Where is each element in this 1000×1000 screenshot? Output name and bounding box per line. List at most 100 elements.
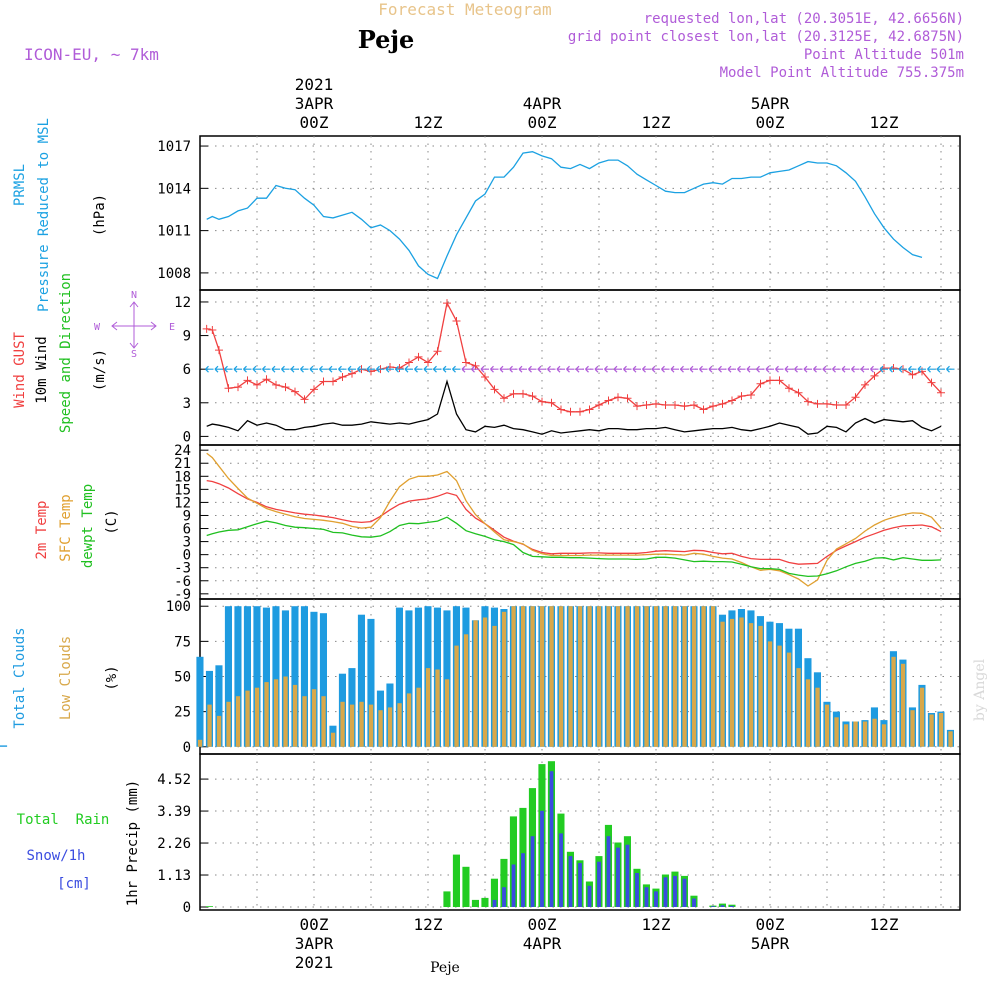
wind-direction-arrow-icon [328, 365, 337, 373]
clouds-bar-low_clouds [435, 669, 440, 747]
clouds-bar-total_clouds [357, 614, 365, 747]
clouds-panel: 0 25 50 75 100 [0, 598, 961, 756]
gust-point [623, 394, 632, 403]
temperature-ytick-label: 15 [174, 482, 191, 498]
gust-point [319, 377, 328, 386]
precipitation-frame [199, 753, 961, 911]
wind-direction-arrow-icon [756, 365, 765, 373]
gust-point [433, 347, 442, 356]
gust-point [310, 385, 318, 394]
gust-point [300, 395, 309, 404]
clouds-bar-low_clouds [596, 606, 602, 747]
gust-label: Wind GUST [12, 332, 28, 408]
clouds-bar-total_clouds [319, 613, 327, 747]
clouds-bar-low_clouds [340, 701, 345, 747]
wind-direction-arrow-icon [784, 365, 793, 373]
precipitation-bar-rain [728, 904, 736, 907]
wind-direction-arrow-icon [385, 365, 394, 373]
time-label-top: 12Z [870, 113, 899, 132]
wind-direction-arrow-icon [708, 365, 717, 373]
gust-point [785, 384, 793, 393]
t2m-label: 2m Temp [34, 500, 50, 559]
clouds-bar-low_clouds [843, 724, 849, 747]
precipitation-bar-rain [462, 866, 470, 907]
wind-direction-arrow-icon [262, 365, 271, 373]
clouds-bar-low_clouds [872, 718, 877, 747]
wind-direction-arrow-icon [889, 365, 898, 373]
wind-direction-arrow-icon [851, 365, 860, 373]
gust-point [519, 389, 527, 398]
gust-point [243, 376, 252, 385]
gust-point [908, 370, 917, 379]
clouds-bar-low_clouds [226, 701, 231, 747]
wind-direction-arrow-icon [566, 365, 575, 373]
clouds-bar-low_clouds [710, 606, 716, 747]
clouds-bar-low_clouds [368, 704, 374, 747]
wind-direction-arrow-icon [737, 365, 746, 373]
precipitation-bar-rain [205, 906, 213, 907]
temperature-series-sfc [206, 452, 942, 587]
precipitation-bar-snow [540, 810, 544, 907]
time-label-top: 12Z [642, 113, 671, 132]
clouds-bar-low_clouds [482, 617, 488, 747]
clouds-bar-total_clouds [253, 606, 261, 747]
precipitation-bar-rain [443, 891, 451, 907]
wind-direction-arrow-icon [271, 365, 280, 373]
clouds-bar-low_clouds [786, 652, 792, 747]
clouds-bar-low_clouds [634, 606, 640, 747]
wind-direction-arrow-icon [366, 365, 375, 373]
precipitation-bar-rain [490, 878, 498, 907]
wind-direction-arrow-icon [357, 365, 366, 373]
closest-coords: grid point closest lon,lat (20.3125E, 42… [568, 29, 964, 45]
pressure-unit: (hPa) [92, 194, 108, 236]
temperature-ytick-label: 24 [174, 443, 191, 459]
wind-direction-arrow-icon [651, 365, 660, 373]
clouds-bar-total_clouds [395, 607, 403, 747]
clouds-bar-low_clouds [530, 606, 535, 747]
clouds-bar-low_clouds [644, 606, 649, 747]
wind-direction-arrow-icon [898, 365, 907, 373]
gust-point [927, 378, 936, 387]
gust-point [823, 399, 831, 408]
wind-direction-arrow-icon [290, 365, 299, 373]
precipitation-bar-snow [654, 891, 658, 907]
clouds-bar-low_clouds [625, 606, 630, 747]
time-label-top: 4APR [523, 94, 562, 113]
temperature-ytick-label: -3 [174, 561, 191, 577]
precipitation-bar-snow [635, 873, 639, 907]
gust-point [538, 397, 546, 406]
precipitation-bar-snow [730, 905, 734, 907]
precipitation-bar-snow [530, 836, 535, 907]
clouds-bar-low_clouds [473, 620, 478, 747]
clouds-bar-total_clouds [414, 607, 422, 747]
wind-direction-arrow-icon [300, 365, 309, 373]
wind-unit: (m/s) [92, 349, 108, 391]
clouds-bar-low_clouds [254, 687, 260, 747]
clouds-bar-low_clouds [663, 606, 668, 747]
clouds-bar-total_clouds [405, 610, 413, 747]
clouds-bar-low_clouds [587, 606, 592, 747]
clouds-bar-low_clouds [444, 679, 450, 747]
cloud-unit: (%) [104, 665, 120, 690]
gust-point [253, 380, 261, 389]
clouds-bar-low_clouds [349, 704, 355, 747]
gust-point [585, 405, 594, 414]
model-label: ICON-EU, ~ 7km [24, 45, 159, 64]
gust-point [690, 401, 698, 410]
clouds-bar-total_clouds [215, 665, 223, 747]
precipitation-bar-snow [663, 877, 668, 907]
wind-direction-arrow-icon [414, 365, 423, 373]
wind-direction-arrow-icon [214, 365, 223, 373]
wind-direction-arrow-icon [233, 365, 242, 373]
gust-point [462, 358, 470, 367]
gust-point [405, 358, 413, 367]
wind-direction-arrow-icon [879, 365, 888, 373]
gust-point [804, 397, 812, 406]
precipitation-bar-snow [587, 885, 592, 907]
clouds-bar-low_clouds [758, 625, 763, 747]
clouds-ytick-label: 50 [174, 670, 191, 686]
clouds-bar-low_clouds [938, 713, 944, 747]
clouds-ytick-label: 75 [174, 634, 191, 650]
gust-point [775, 376, 784, 385]
